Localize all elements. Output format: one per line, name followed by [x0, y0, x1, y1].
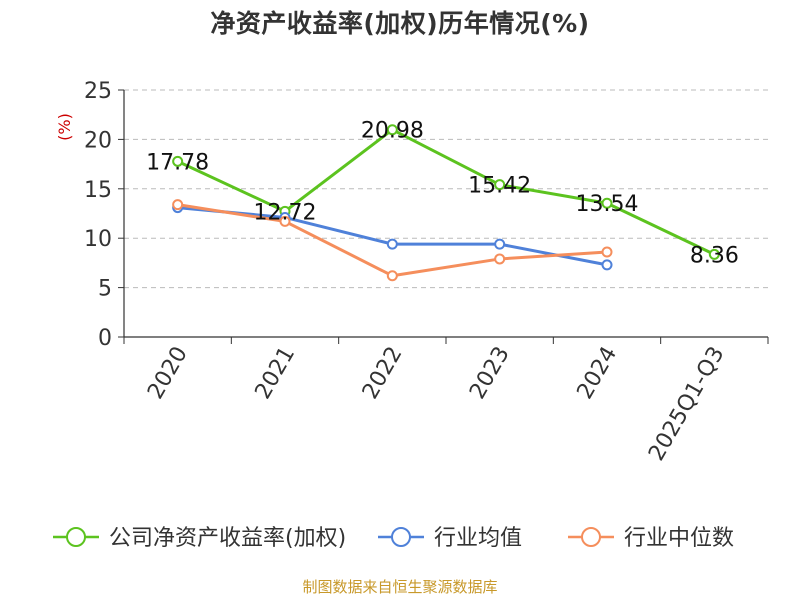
data-point[interactable]	[386, 238, 398, 250]
legend-label: 行业均值	[434, 526, 522, 551]
x-tick-label: 2024	[573, 343, 623, 404]
legend-label: 公司净资产收益率(加权)	[109, 526, 346, 551]
data-label: 13.54	[576, 192, 639, 217]
data-point[interactable]	[172, 155, 184, 167]
data-label: 17.78	[146, 150, 209, 175]
y-axis-label: (%)	[55, 113, 74, 141]
data-point[interactable]	[386, 124, 398, 136]
y-tick-label: 25	[84, 79, 112, 104]
legend-item-2[interactable]: 行业中位数	[568, 526, 734, 551]
data-point[interactable]	[708, 248, 720, 260]
legend-marker	[391, 527, 411, 547]
data-label: 20.98	[361, 119, 424, 144]
x-tick-label: 2022	[358, 343, 408, 404]
x-tick-label: 2020	[143, 343, 193, 404]
legend-item-1[interactable]: 行业均值	[378, 526, 522, 551]
y-tick-label: 5	[98, 277, 112, 302]
y-tick-label: 20	[84, 128, 112, 153]
data-point[interactable]	[494, 253, 506, 265]
data-label: 15.42	[468, 174, 531, 199]
y-tick-label: 10	[84, 227, 112, 252]
data-point[interactable]	[601, 259, 613, 271]
series-line-0	[177, 128, 715, 256]
legend-label: 行业中位数	[624, 526, 734, 551]
data-point[interactable]	[494, 238, 506, 250]
x-tick-label: 2023	[465, 343, 515, 404]
data-point[interactable]	[601, 197, 613, 209]
legend-item-0[interactable]: 公司净资产收益率(加权)	[53, 526, 346, 551]
x-tick-label: 2021	[251, 343, 301, 404]
data-point[interactable]	[386, 270, 398, 282]
legend-marker	[66, 527, 86, 547]
chart-title: 净资产收益率(加权)历年情况(%)	[210, 9, 590, 38]
x-tick-label: 2025Q1-Q3	[644, 343, 729, 466]
data-label: 12.72	[254, 200, 317, 225]
data-point[interactable]	[494, 179, 506, 191]
grid-lines	[124, 89, 768, 289]
data-point[interactable]	[279, 215, 291, 227]
y-tick-label: 0	[98, 326, 112, 351]
data-label: 8.36	[690, 243, 739, 268]
data-labels: 17.78 12.72 20.98 15.42 13.54 8.36	[146, 119, 739, 269]
legend-marker	[581, 527, 601, 547]
y-tick-label: 15	[84, 178, 112, 203]
data-point[interactable]	[172, 199, 184, 211]
data-point[interactable]	[601, 246, 613, 258]
series-lines	[172, 124, 720, 282]
source-note: 制图数据来自恒生聚源数据库	[302, 578, 498, 596]
legend[interactable]: 公司净资产收益率(加权) 行业均值 行业中位数	[53, 526, 734, 551]
